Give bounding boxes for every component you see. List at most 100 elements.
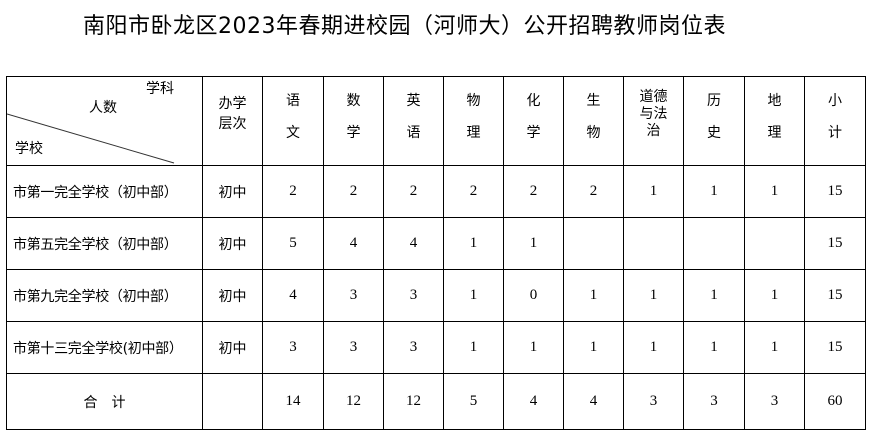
- subject-header: 地理: [744, 76, 805, 166]
- count-cell: 2: [323, 165, 384, 218]
- count-cell: 1: [623, 269, 684, 322]
- count-cell: 1: [744, 165, 805, 218]
- school-level: 初中: [202, 165, 263, 218]
- total-cell: 5: [443, 373, 504, 430]
- school-name: 市第五完全学校（初中部）: [6, 217, 203, 270]
- total-cell: 14: [262, 373, 324, 430]
- subject-top: 道德: [639, 88, 668, 105]
- count-cell: 4: [383, 217, 444, 270]
- subject-top: 数: [346, 93, 361, 109]
- table-row: 市第九完全学校（初中部） 初中 4 3 3 1 0 1 1 1 1 15: [6, 269, 866, 322]
- total-cell: 4: [503, 373, 564, 430]
- subject-middle: 与法: [639, 105, 668, 122]
- count-cell: 1: [744, 321, 805, 374]
- subject-bottom: 计: [828, 125, 842, 141]
- count-cell: 1: [683, 165, 745, 218]
- subject-header: 化学: [503, 76, 564, 166]
- count-cell: [623, 217, 684, 270]
- count-cell: 1: [503, 321, 564, 374]
- table-row: 市第一完全学校（初中部） 初中 2 2 2 2 2 2 1 1 1 15: [6, 165, 866, 218]
- subject-top: 英: [406, 93, 421, 109]
- subject-bottom: 物: [586, 125, 601, 141]
- subject-header: 小计: [804, 76, 866, 166]
- subject-bottom: 学: [526, 125, 541, 141]
- total-cell: 3: [623, 373, 684, 430]
- count-cell: 3: [323, 269, 384, 322]
- school-level: 初中: [202, 321, 263, 374]
- subject-top: 生: [586, 93, 601, 109]
- total-level: [202, 373, 263, 430]
- count-cell: 3: [383, 269, 444, 322]
- school-name: 市第十三完全学校(初中部）: [6, 321, 203, 374]
- total-label: 合 计: [6, 373, 203, 430]
- school-name: 市第九完全学校（初中部）: [6, 269, 203, 322]
- total-row: 合 计 14 12 12 5 4 4 3 3 3 60: [6, 373, 866, 430]
- count-cell: 2: [503, 165, 564, 218]
- corner-cell: 学科 人数 学校: [6, 76, 203, 166]
- count-cell: 3: [383, 321, 444, 374]
- count-cell: 1: [683, 321, 745, 374]
- subject-bottom: 理: [466, 125, 481, 141]
- total-cell: 4: [563, 373, 624, 430]
- school-level: 初中: [202, 217, 263, 270]
- count-cell: 1: [623, 165, 684, 218]
- subject-top: 语: [286, 93, 300, 109]
- table-row: 市第十三完全学校(初中部） 初中 3 3 3 1 1 1 1 1 1 15: [6, 321, 866, 374]
- subject-header: 数学: [323, 76, 384, 166]
- count-cell: 1: [744, 269, 805, 322]
- count-cell: 1: [503, 217, 564, 270]
- count-cell: 3: [262, 321, 324, 374]
- level-header: 办学层次: [202, 76, 263, 166]
- subject-bottom: 史: [707, 125, 721, 141]
- subject-bottom: 文: [286, 125, 300, 141]
- recruitment-table: 学科 人数 学校 办学层次 语文数学英语物理化学生物道德 与法治历史地理小计 市第…: [6, 76, 866, 430]
- count-cell: 1: [623, 321, 684, 374]
- subject-header: 生物: [563, 76, 624, 166]
- count-cell: 15: [804, 217, 866, 270]
- count-cell: [683, 217, 745, 270]
- page-title: 南阳市卧龙区2023年春期进校园（河师大）公开招聘教师岗位表: [83, 14, 726, 39]
- count-cell: [563, 217, 624, 270]
- subject-header: 道德 与法治: [623, 76, 684, 166]
- count-cell: 4: [262, 269, 324, 322]
- count-cell: 1: [563, 269, 624, 322]
- count-cell: 1: [683, 269, 745, 322]
- school-name: 市第一完全学校（初中部）: [6, 165, 203, 218]
- count-cell: 5: [262, 217, 324, 270]
- corner-school-label: 学校: [15, 141, 43, 157]
- count-cell: 1: [443, 321, 504, 374]
- corner-count-label: 人数: [89, 100, 117, 116]
- subject-top: 化: [526, 93, 541, 109]
- subject-top: 小: [828, 93, 842, 109]
- count-cell: 3: [323, 321, 384, 374]
- subject-header: 物理: [443, 76, 504, 166]
- subject-top: 物: [466, 93, 481, 109]
- count-cell: 15: [804, 269, 866, 322]
- count-cell: 2: [383, 165, 444, 218]
- count-cell: 15: [804, 321, 866, 374]
- count-cell: [744, 217, 805, 270]
- total-cell: 3: [744, 373, 805, 430]
- subject-bottom: 语: [406, 125, 421, 141]
- count-cell: 2: [443, 165, 504, 218]
- subject-top: 地: [767, 93, 782, 109]
- count-cell: 0: [503, 269, 564, 322]
- total-cell: 3: [683, 373, 745, 430]
- count-cell: 1: [443, 269, 504, 322]
- subject-header: 语文: [262, 76, 324, 166]
- count-cell: 4: [323, 217, 384, 270]
- count-cell: 1: [443, 217, 504, 270]
- diagonal-line: [7, 113, 175, 164]
- count-cell: 1: [563, 321, 624, 374]
- count-cell: 2: [262, 165, 324, 218]
- header-row: 学科 人数 学校 办学层次 语文数学英语物理化学生物道德 与法治历史地理小计: [6, 76, 866, 166]
- corner-subject-label: 学科: [146, 81, 174, 97]
- subject-bottom: 治: [646, 122, 661, 139]
- total-cell: 12: [323, 373, 384, 430]
- subject-bottom: 理: [767, 125, 782, 141]
- subject-bottom: 学: [346, 125, 361, 141]
- table-row: 市第五完全学校（初中部） 初中 5 4 4 1 1 15: [6, 217, 866, 270]
- count-cell: 2: [563, 165, 624, 218]
- count-cell: 15: [804, 165, 866, 218]
- total-cell: 60: [804, 373, 866, 430]
